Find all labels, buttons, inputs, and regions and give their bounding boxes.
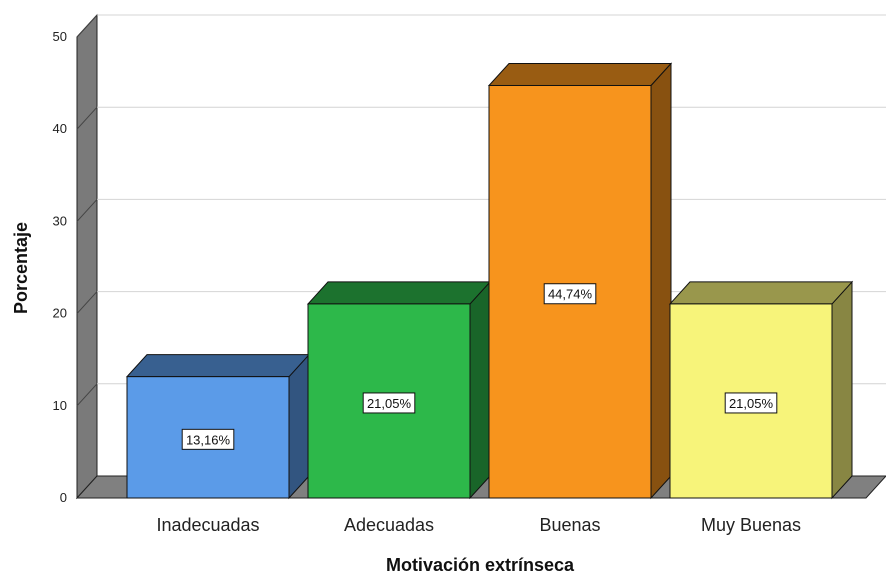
data-label-text: 21,05% bbox=[729, 396, 774, 411]
bars: 13,16% 21,05% 44,74% 21,05% bbox=[125, 62, 854, 500]
data-label-box bbox=[724, 392, 778, 414]
y-tick-labels: 0 10 20 30 40 50 bbox=[53, 29, 67, 505]
bar-top-face bbox=[487, 62, 673, 86]
data-label: 21,05% bbox=[362, 392, 416, 414]
y-tick-label: 20 bbox=[53, 306, 67, 321]
data-label-text: 13,16% bbox=[186, 432, 231, 447]
y-tick-label: 50 bbox=[53, 29, 67, 44]
x-tick-label: Muy Buenas bbox=[701, 515, 801, 535]
bar: 21,05% bbox=[668, 280, 854, 500]
data-label-text: 21,05% bbox=[367, 396, 412, 411]
bar: 44,74% bbox=[487, 62, 673, 500]
data-label-box bbox=[362, 392, 416, 414]
wall-gridline bbox=[76, 383, 98, 407]
bar-side-face bbox=[288, 353, 310, 500]
x-tick-label: Inadecuadas bbox=[156, 515, 259, 535]
data-label-box bbox=[543, 283, 597, 305]
x-tick-label: Buenas bbox=[539, 515, 600, 535]
y-tick-label: 40 bbox=[53, 121, 67, 136]
y-tick-label: 0 bbox=[60, 490, 67, 505]
y-tick-label: 30 bbox=[53, 213, 67, 228]
data-label: 21,05% bbox=[724, 392, 778, 414]
wall-gridline bbox=[76, 106, 98, 130]
y-tick-label: 10 bbox=[53, 398, 67, 413]
wall-gridline bbox=[76, 199, 98, 222]
bar-side-face bbox=[831, 280, 853, 500]
wall-gridline bbox=[76, 291, 98, 314]
data-label: 13,16% bbox=[181, 428, 235, 450]
wall-gridline bbox=[76, 14, 98, 38]
x-tick-labels: Inadecuadas Adecuadas Buenas Muy Buenas bbox=[156, 515, 801, 535]
left-wall bbox=[76, 13, 98, 500]
data-label-box bbox=[181, 428, 235, 450]
bar-side-face bbox=[650, 62, 672, 500]
x-tick-label: Adecuadas bbox=[344, 515, 434, 535]
bar-side-face bbox=[469, 280, 491, 500]
bar-top-face bbox=[306, 281, 492, 305]
bar-top-face bbox=[125, 354, 311, 378]
data-label: 44,74% bbox=[543, 283, 597, 305]
y-axis-title: Porcentaje bbox=[11, 222, 31, 314]
bar-top-face bbox=[668, 281, 854, 305]
bar: 13,16% bbox=[125, 353, 311, 500]
data-label-text: 44,74% bbox=[548, 287, 593, 302]
bar: 21,05% bbox=[306, 280, 492, 500]
x-axis-title: Motivación extrínseca bbox=[386, 555, 575, 575]
